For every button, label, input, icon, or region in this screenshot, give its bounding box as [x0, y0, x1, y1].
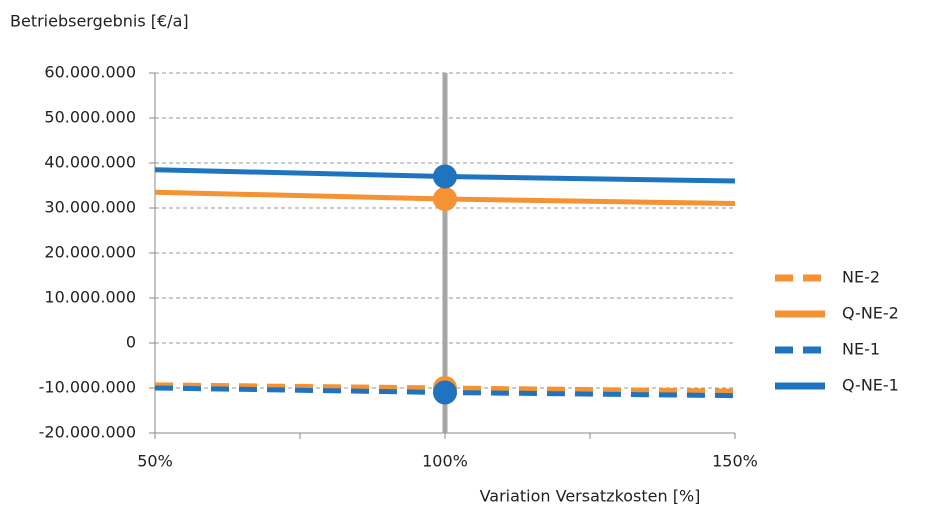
point-marker: [433, 164, 457, 189]
point-marker: [433, 187, 457, 211]
x-tick-label: 100%: [422, 452, 468, 471]
point-marker: [433, 380, 457, 405]
y-tick-label: -10.000.000: [39, 378, 136, 397]
legend-label: NE-1: [842, 340, 880, 359]
y-tick-label: 20.000.000: [44, 243, 136, 262]
x-tick-label: 150%: [712, 452, 758, 471]
y-tick-label: -20.000.000: [39, 423, 136, 442]
y-tick-label: 40.000.000: [44, 153, 136, 172]
y-tick-label: 60.000.000: [44, 63, 136, 82]
x-tick-label: 50%: [137, 452, 173, 471]
legend-label: Q-NE-1: [842, 376, 899, 395]
y-tick-label: 0: [126, 333, 136, 352]
x-axis-label: Variation Versatzkosten [%]: [480, 487, 701, 506]
legend-label: Q-NE-2: [842, 304, 899, 323]
legend-label: NE-2: [842, 268, 880, 287]
y-tick-label: 10.000.000: [44, 288, 136, 307]
y-tick-label: 50.000.000: [44, 108, 136, 127]
y-tick-label: 30.000.000: [44, 198, 136, 217]
chart-title: Betriebsergebnis [€/a]: [10, 12, 189, 31]
